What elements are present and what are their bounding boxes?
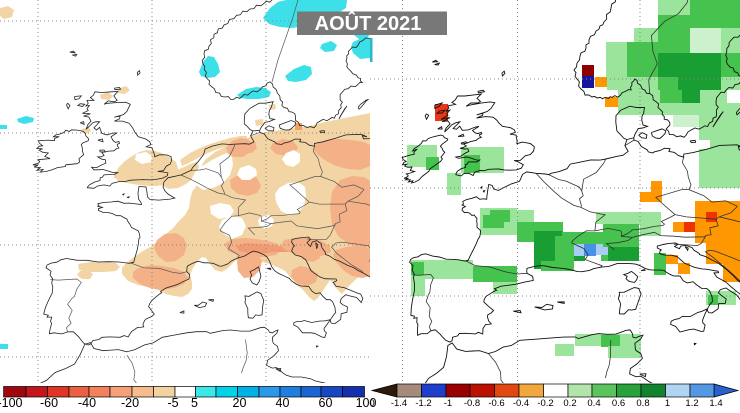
svg-text:0.4: 0.4 [587, 398, 600, 408]
svg-text:-0.8: -0.8 [464, 398, 480, 408]
svg-text:-20: -20 [121, 396, 139, 408]
svg-text:-1: -1 [444, 398, 452, 408]
svg-text:-1.2: -1.2 [415, 398, 431, 408]
svg-text:1.2: 1.2 [685, 398, 698, 408]
svg-text:-0.6: -0.6 [488, 398, 504, 408]
svg-text:-60: -60 [40, 396, 58, 408]
svg-text:5: 5 [191, 396, 198, 408]
svg-text:AOÛT 2021: AOÛT 2021 [315, 11, 422, 35]
svg-text:-5: -5 [167, 396, 178, 408]
svg-text:0.2: 0.2 [563, 398, 576, 408]
svg-text:-0.4: -0.4 [513, 398, 529, 408]
svg-text:60: 60 [319, 396, 333, 408]
svg-text:-1.4: -1.4 [391, 398, 407, 408]
svg-text:0: 0 [369, 398, 374, 408]
svg-text:1.4: 1.4 [709, 398, 722, 408]
svg-text:100: 100 [356, 396, 377, 408]
svg-text:1: 1 [665, 398, 670, 408]
svg-text:-40: -40 [78, 396, 96, 408]
svg-text:-100: -100 [0, 396, 23, 408]
svg-text:0.8: 0.8 [636, 398, 649, 408]
svg-text:20: 20 [233, 396, 247, 408]
svg-text:40: 40 [276, 396, 290, 408]
svg-text:0.6: 0.6 [612, 398, 625, 408]
svg-text:-0.2: -0.2 [537, 398, 553, 408]
